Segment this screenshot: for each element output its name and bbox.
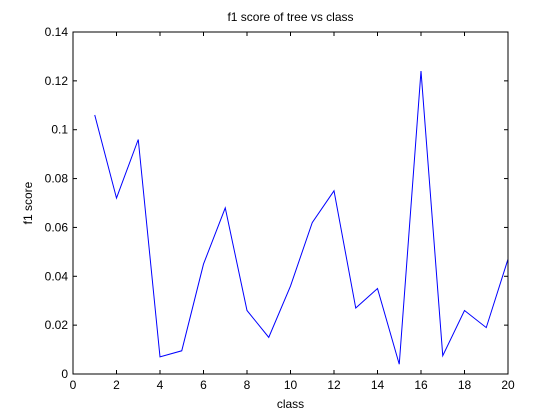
y-tick-label: 0: [61, 367, 68, 381]
x-tick-label: 8: [244, 378, 251, 392]
y-tick-label: 0.04: [45, 269, 69, 283]
axis-ticks: 0 2 4 6 8 10 12 14 16 18 20 0 0.02 0.04 0.06 0.08 0.1 0.1…: [45, 25, 515, 392]
x-tick-label: 16: [414, 378, 428, 392]
x-tick-label: 14: [371, 378, 385, 392]
y-axis-label: f1 score: [21, 181, 35, 224]
series-line-0: [94, 71, 509, 365]
x-tick-label: 20: [501, 378, 515, 392]
y-tick-label: 0.1: [51, 123, 68, 137]
y-tick-label: 0.06: [45, 220, 69, 234]
y-tick-label: 0.08: [45, 172, 69, 186]
x-tick-label: 0: [70, 378, 77, 392]
x-tick-label: 12: [327, 378, 341, 392]
x-tick-label: 10: [284, 378, 298, 392]
chart-title: f1 score of tree vs class: [227, 10, 353, 24]
series-group: [94, 71, 509, 365]
x-axis-label: class: [277, 397, 304, 411]
plot-area: [73, 32, 508, 374]
x-tick-label: 2: [113, 378, 120, 392]
y-tick-label: 0.14: [45, 25, 69, 39]
x-tick-label: 18: [458, 378, 472, 392]
plot-frame: [72, 31, 509, 375]
y-tick-label: 0.02: [45, 318, 69, 332]
x-tick-label: 4: [157, 378, 164, 392]
y-tick-label: 0.12: [45, 74, 69, 88]
x-tick-label: 6: [200, 378, 207, 392]
